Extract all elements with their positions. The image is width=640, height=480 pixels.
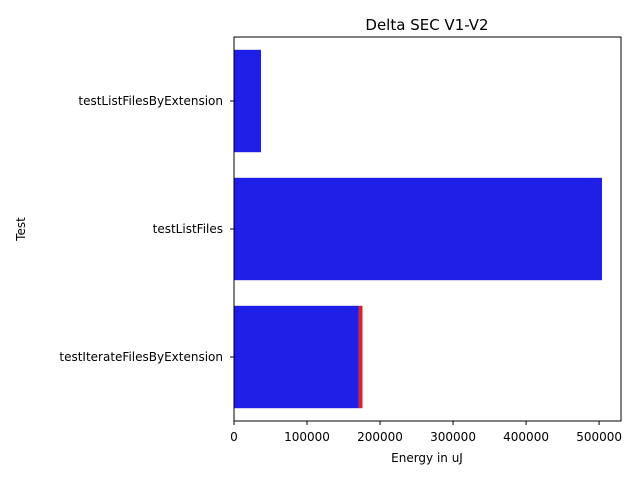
- chart-title: Delta SEC V1-V2: [365, 16, 488, 34]
- x-tick-label-4: 400000: [503, 430, 549, 444]
- bar-testIterateFilesByExtension-series-1: [358, 305, 363, 409]
- x-tick-label-1: 100000: [284, 430, 330, 444]
- y-axis-label: Test: [14, 217, 28, 242]
- bar-testListFiles-series-0: [234, 177, 603, 281]
- x-axis-ticks: 0 100000 200000 300000 400000 500000: [230, 421, 622, 444]
- x-tick-label-0: 0: [230, 430, 238, 444]
- x-axis-label: Energy in uJ: [391, 451, 463, 465]
- y-axis-ticks: testListFilesByExtension testListFiles tes…: [59, 94, 234, 364]
- y-tick-label-1: testListFiles: [153, 222, 223, 236]
- bar-testListFilesByExtension-series-0: [234, 49, 262, 153]
- x-tick-label-5: 500000: [576, 430, 622, 444]
- bar-testIterateFilesByExtension-series-0: [234, 305, 359, 409]
- y-tick-label-0: testListFilesByExtension: [78, 94, 223, 108]
- y-tick-label-2: testIterateFilesByExtension: [59, 350, 223, 364]
- x-tick-label-3: 300000: [430, 430, 476, 444]
- x-tick-label-2: 200000: [357, 430, 403, 444]
- bars-group: [234, 49, 603, 409]
